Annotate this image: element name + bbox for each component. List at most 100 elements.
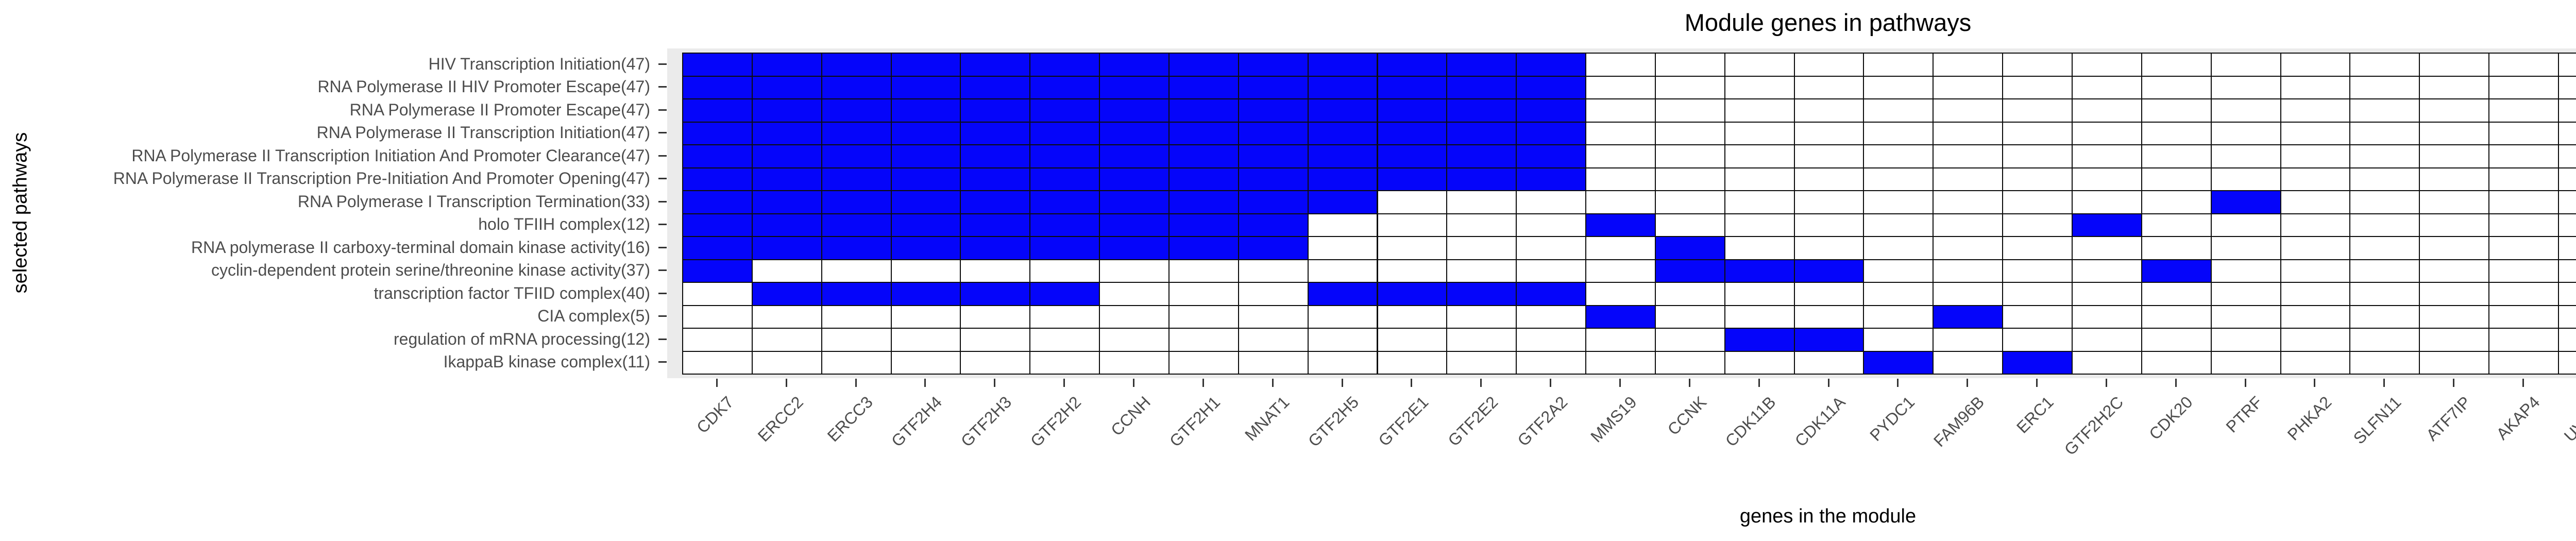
y-tick — [658, 315, 667, 317]
heatmap-cell — [1446, 282, 1517, 306]
x-tick-label: GTF2E1 — [1375, 393, 1432, 450]
x-tick-label: PHKA2 — [2283, 393, 2335, 444]
heatmap-cell — [682, 121, 753, 145]
heatmap-cell — [2419, 190, 2490, 214]
heatmap-cell — [1307, 144, 1378, 168]
y-tick — [658, 200, 667, 202]
heatmap-cell — [821, 190, 892, 214]
y-tick — [658, 63, 667, 65]
heatmap-cell — [1654, 167, 1725, 191]
heatmap-cell — [2419, 328, 2490, 352]
heatmap-cell — [1029, 236, 1100, 260]
heatmap-cell — [682, 282, 753, 306]
heatmap-cell — [2072, 75, 2142, 99]
heatmap-cell — [1446, 190, 1517, 214]
heatmap-cell — [1029, 328, 1100, 352]
x-tick — [1133, 379, 1135, 387]
x-tick — [716, 379, 718, 387]
heatmap-cell — [821, 121, 892, 145]
heatmap-cell — [2072, 282, 2142, 306]
heatmap-cell — [1307, 236, 1378, 260]
y-tick-label: RNA Polymerase II Transcription Initiati… — [316, 123, 650, 142]
heatmap-cell — [890, 305, 961, 329]
heatmap-cell — [821, 350, 892, 375]
heatmap-cell — [682, 236, 753, 260]
heatmap-cell — [2210, 53, 2281, 77]
x-tick — [855, 379, 857, 387]
x-tick-label: GTF2H2C — [2060, 393, 2127, 459]
heatmap-cell — [1654, 121, 1725, 145]
heatmap-cell — [1238, 213, 1309, 237]
heatmap-cell — [751, 259, 822, 283]
heatmap-cell — [890, 328, 961, 352]
heatmap-cell — [2557, 305, 2576, 329]
heatmap-cell — [890, 121, 961, 145]
heatmap-cell — [1724, 53, 1795, 77]
heatmap-cell — [2072, 259, 2142, 283]
x-tick-label: GTF2H1 — [1165, 393, 1224, 451]
heatmap-cell — [1029, 144, 1100, 168]
x-tick — [1688, 379, 1690, 387]
heatmap-cell — [821, 213, 892, 237]
heatmap-cell — [2419, 350, 2490, 375]
heatmap-cell — [1933, 121, 2004, 145]
x-tick — [1411, 379, 1413, 387]
x-tick-label: CDK11B — [1721, 393, 1780, 450]
heatmap-cell — [1724, 167, 1795, 191]
x-tick-label: MMS19 — [1587, 393, 1640, 446]
heatmap-cell — [1724, 328, 1795, 352]
heatmap-cell — [2072, 144, 2142, 168]
heatmap-cell — [1377, 305, 1448, 329]
heatmap-cell — [1585, 305, 1656, 329]
heatmap-cell — [2349, 53, 2420, 77]
heatmap-cell — [2419, 167, 2490, 191]
heatmap-cell — [1793, 350, 1865, 375]
x-tick-label: ERCC3 — [823, 393, 876, 446]
heatmap-cell — [1654, 236, 1725, 260]
heatmap-cell — [1863, 213, 1934, 237]
heatmap-cell — [2141, 53, 2212, 77]
heatmap-cell — [2488, 167, 2559, 191]
heatmap-cell — [2557, 75, 2576, 99]
heatmap-cell — [2072, 213, 2142, 237]
heatmap-cell — [2488, 98, 2559, 123]
heatmap-cell — [1654, 259, 1725, 283]
heatmap-cell — [1933, 236, 2004, 260]
x-tick-label: ATF7IP — [2422, 393, 2475, 445]
heatmap-cell — [1863, 328, 1934, 352]
heatmap-cell — [1654, 213, 1725, 237]
heatmap-cell — [2072, 190, 2142, 214]
heatmap-cell — [2557, 190, 2576, 214]
heatmap-cell — [1099, 144, 1170, 168]
heatmap-cell — [1307, 98, 1378, 123]
heatmap-cell — [1446, 328, 1517, 352]
heatmap-cell — [2280, 328, 2351, 352]
x-tick-label: CDK20 — [2145, 393, 2196, 444]
heatmap-cell — [960, 328, 1031, 352]
heatmap-cell — [2210, 328, 2281, 352]
heatmap-cell — [1793, 282, 1865, 306]
x-tick-label: FAM96B — [1929, 393, 1988, 451]
heatmap-cell — [2002, 190, 2073, 214]
heatmap-cell — [1933, 144, 2004, 168]
heatmap-cell — [821, 305, 892, 329]
heatmap-cell — [682, 259, 753, 283]
x-axis-title: genes in the module — [1739, 505, 1917, 527]
heatmap-cell — [2002, 282, 2073, 306]
heatmap-cell — [1863, 98, 1934, 123]
heatmap-cell — [682, 328, 753, 352]
heatmap-cell — [1238, 167, 1309, 191]
heatmap-cell — [1793, 144, 1865, 168]
heatmap-cell — [1029, 282, 1100, 306]
x-tick — [2314, 379, 2316, 387]
x-tick — [1619, 379, 1621, 387]
heatmap-cell — [1863, 75, 1934, 99]
heatmap-cell — [2072, 350, 2142, 375]
x-tick — [1063, 379, 1065, 387]
heatmap-cell — [1377, 236, 1448, 260]
heatmap-cell — [2002, 236, 2073, 260]
heatmap-cell — [2002, 75, 2073, 99]
heatmap-cell — [2419, 213, 2490, 237]
heatmap-cell — [1654, 75, 1725, 99]
heatmap-cell — [1029, 53, 1100, 77]
